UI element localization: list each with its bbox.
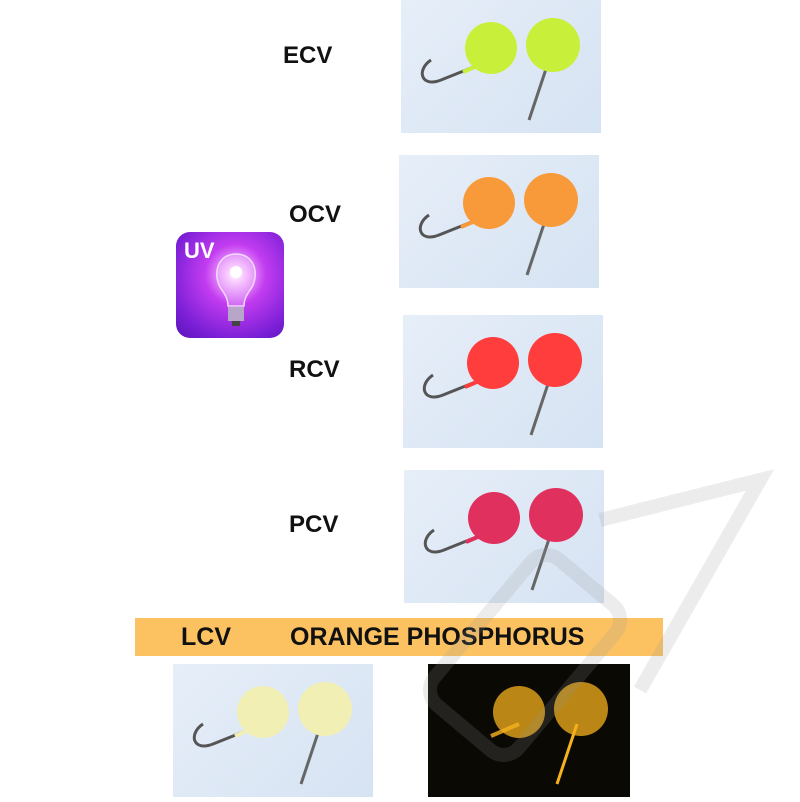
jig-ball-icon	[554, 682, 608, 736]
jig-ball-icon	[493, 686, 545, 738]
banner: LCV ORANGE PHOSPHORUS	[135, 618, 663, 656]
variant-label-ecv: ECV	[283, 42, 333, 69]
jig-ball-icon	[463, 177, 515, 229]
uv-light-bulb-icon: UV	[176, 232, 284, 338]
variant-label-pcv: PCV	[289, 511, 339, 538]
variant-label-ocv: OCV	[289, 201, 342, 228]
jig-photo-ocv	[399, 155, 599, 288]
variant-label-rcv: RCV	[289, 356, 340, 383]
hook-icon	[420, 58, 492, 84]
banner-orange-phosphorus-label: ORANGE PHOSPHORUS	[290, 623, 585, 651]
jig-ball-icon	[528, 333, 582, 387]
jig-ball-icon	[524, 173, 578, 227]
jig-photo-pcv	[404, 470, 604, 603]
banner-lcv-label: LCV	[181, 623, 231, 651]
jig-ball-icon	[529, 488, 583, 542]
jig-ball-icon	[237, 686, 289, 738]
jig-ball-icon	[526, 18, 580, 72]
jig-ball-icon	[467, 337, 519, 389]
uv-badge-text: UV	[184, 238, 215, 263]
jig-photo-lcv	[173, 664, 373, 797]
hook-icon	[192, 722, 264, 748]
hook-icon	[422, 373, 494, 399]
jig-ball-icon	[298, 682, 352, 736]
jig-ball-icon	[468, 492, 520, 544]
jig-photo-glow	[428, 664, 630, 797]
hook-icon	[418, 213, 490, 239]
jig-photo-ecv	[401, 0, 601, 133]
jig-ball-icon	[465, 22, 517, 74]
hook-icon	[423, 528, 495, 554]
jig-photo-rcv	[403, 315, 603, 448]
